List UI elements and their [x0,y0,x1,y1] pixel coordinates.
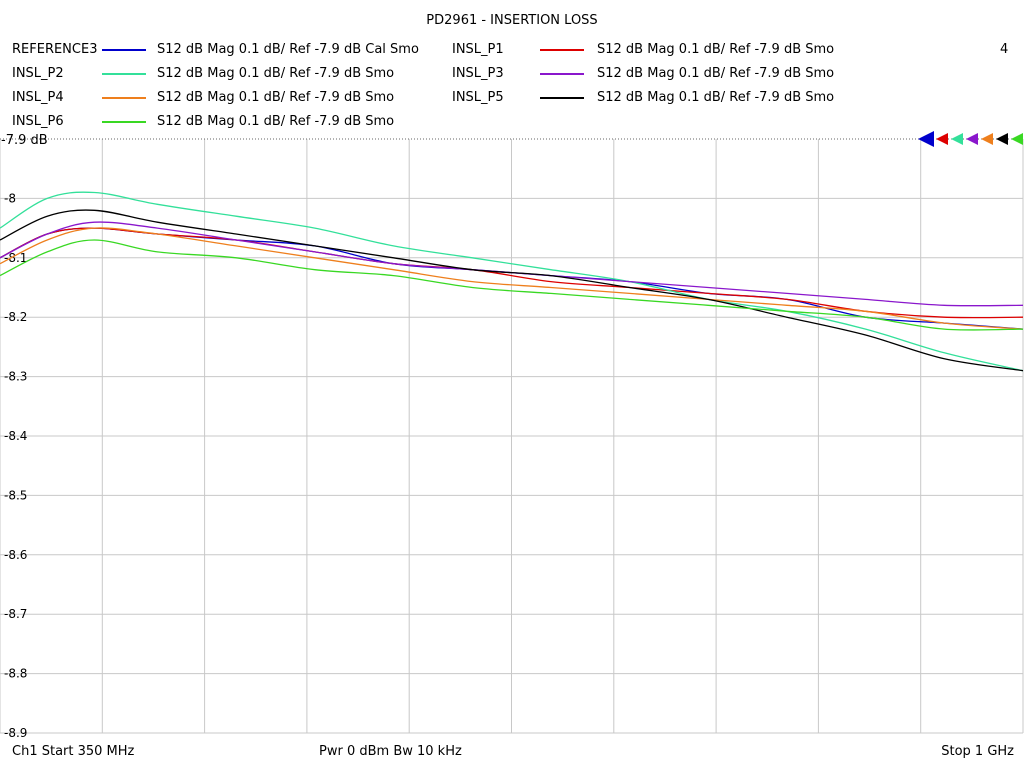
legend-series-description: S12 dB Mag 0.1 dB/ Ref -7.9 dB Smo [157,90,395,105]
reference-marker-insl-p3 [966,133,978,145]
start-frequency: Ch1 Start 350 MHz [12,744,135,759]
y-tick-label: -8.2 [4,310,27,324]
y-tick-labels: -8 -8.1 -8.2 -8.3 -8.4 -8.5 -8.6 -8.7 -8.8 -8.9 -7… [1,133,48,740]
legend-series-description: S12 dB Mag 0.1 dB/ Ref -7.9 dB Smo [157,66,395,81]
channel-number: 4 [1000,42,1009,57]
y-tick-label: -8.6 [4,548,27,562]
legend-series-description: S12 dB Mag 0.1 dB/ Ref -7.9 dB Smo [157,114,395,129]
legend-series-name: INSL_P1 [452,42,504,57]
stop-frequency: Stop 1 GHz [941,744,1014,759]
legend-series-description: S12 dB Mag 0.1 dB/ Ref -7.9 dB Cal Smo [157,42,419,57]
legend-swatch [102,73,146,75]
legend-series-name: INSL_P5 [452,90,504,105]
legend-series-name: INSL_P3 [452,66,504,81]
series-lines [0,191,1024,372]
reference-marker-insl-p1 [936,133,948,145]
y-tick-label: -8.3 [4,370,27,384]
series-line-insl-p4 [0,227,1024,330]
series-line-insl-p5 [0,209,1024,372]
legend-series-description: S12 dB Mag 0.1 dB/ Ref -7.9 dB Smo [597,66,835,81]
legend-series-name: INSL_P6 [12,114,64,129]
series-line-insl-p6 [0,239,1024,331]
y-tick-label: -8.4 [4,429,27,443]
legend-series-name: INSL_P4 [12,90,64,105]
legend-swatch [540,73,584,75]
legend-swatch [102,97,146,99]
legend-series-description: S12 dB Mag 0.1 dB/ Ref -7.9 dB Smo [597,42,835,57]
reference-marker-reference3 [918,131,934,147]
reference-marker-insl-p6 [1011,133,1023,145]
y-tick-label: -8.7 [4,607,27,621]
y-tick-label: -8.9 [4,726,27,740]
legend-swatch [540,97,584,99]
legend-series-description: S12 dB Mag 0.1 dB/ Ref -7.9 dB Smo [597,90,835,105]
reference-marker-insl-p5 [996,133,1008,145]
reference-level-label: -7.9 dB [1,133,48,148]
legend-swatch [102,121,146,123]
chart-title: PD2961 - INSERTION LOSS [426,13,598,28]
power-bandwidth: Pwr 0 dBm Bw 10 kHz [319,744,462,759]
reference-marker-insl-p2 [951,133,963,145]
reference-marker-insl-p4 [981,133,993,145]
y-tick-label: -8.5 [4,488,27,502]
y-tick-label: -8.1 [4,251,27,265]
legend-series-name: INSL_P2 [12,66,64,81]
legend-swatch [540,49,584,51]
series-line-insl-p2 [0,191,1024,372]
y-tick-label: -8.8 [4,667,27,681]
legend-swatch [102,49,146,51]
y-tick-label: -8 [4,191,16,205]
legend-series-name: REFERENCE3 [12,42,98,57]
reference-markers [918,131,1023,147]
